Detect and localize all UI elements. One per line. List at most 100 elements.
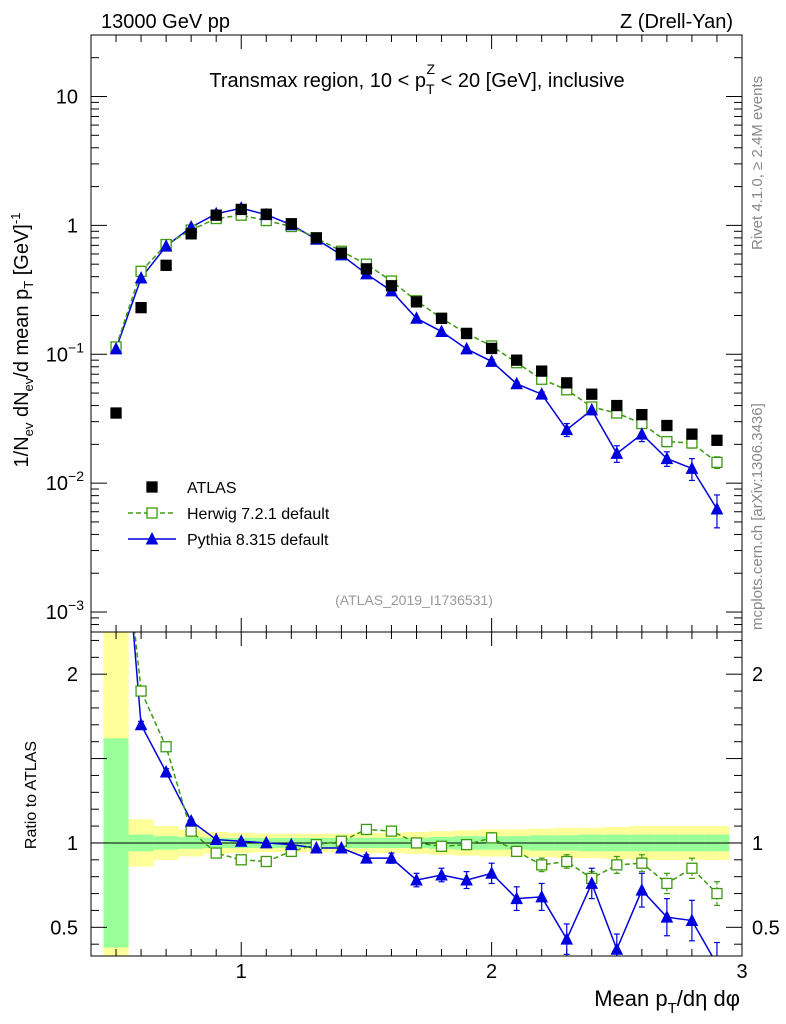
atlas-point [561,377,573,389]
legend-pythia-marker [145,531,159,545]
main-y-axis-label: 1/Nev dNev/d mean pT [GeV]-1 [8,213,36,468]
ratio-herwig-point [410,837,423,849]
atlas-point [586,388,598,400]
y-tick-label: 10−1 [46,339,84,366]
atlas-point [235,203,247,216]
atlas-point [285,218,297,230]
atlas-point [460,327,473,340]
herwig-point [711,456,723,469]
legend-label: Herwig 7.2.1 default [187,506,330,523]
atlas-point [360,263,373,275]
ratio-pythia-point [485,866,498,879]
ratio-tick-labels: 0.5 0.5 1 1 2 2 1 2 3 [50,664,780,983]
atlas-point [611,399,623,412]
y-tick-label: 10−3 [46,597,84,624]
ratio-pythia-point [335,840,348,854]
atlas-point [160,259,172,271]
energy-label: 13000 GeV pp [101,11,230,33]
ratio-pythia-point [310,840,323,854]
herwig-line [115,214,718,463]
ratio-herwig-point [210,847,222,859]
pythia-point [410,311,423,324]
ratio-pythia-point [360,851,373,864]
ratio-y-tick-label: 0.5 [50,917,78,939]
pythia-point [585,402,599,416]
legend-label: ATLAS [187,480,237,497]
ratio-pythia-point [159,765,173,778]
ratio-herwig-point [235,854,247,866]
pythia-point [535,387,549,400]
ratio-pythia-point [585,876,599,889]
pythia-point [610,446,624,459]
ratio-series-clipped [132,632,723,969]
ratio-pythia-point [660,910,674,923]
y-tick-base: 10 [46,344,68,366]
ratio-ticks [91,632,742,956]
legend: ATLAS Herwig 7.2.1 default Pythia 8.315 de… [128,480,330,549]
ratio-pythia-point [460,873,473,886]
pythia-point [635,427,649,440]
ratio-pythia-point [535,889,549,903]
atlas-point [636,409,648,421]
ratio-y-tick-label: 1 [67,833,78,855]
x-tick-label: 3 [736,961,747,983]
ratio-herwig-point [661,877,673,890]
pythia-point [460,341,473,355]
ratio-pythia-point [560,932,574,945]
ratio-pythia-point [711,958,722,969]
ratio-pythia-point [134,717,148,731]
ratio-y-tick-label-right: 0.5 [752,917,780,939]
pythia-point [660,451,674,465]
atlas-point [485,342,498,355]
atlas-point [185,228,197,240]
atlas-point [661,419,673,432]
atlas-point [310,232,322,244]
x-tick-label: 1 [236,961,247,983]
ratio-herwig-point [485,832,498,844]
ratio-pythia-point [510,891,523,905]
reference-label: (ATLAS_2019_I1736531) [335,592,493,608]
ratio-herwig-point [611,859,623,871]
ratio-pythia-point [685,913,699,927]
ratio-pythia-point [209,832,223,846]
pythia-point [159,239,173,252]
ratio-herwig-point [435,840,448,852]
ratio-series [132,632,723,969]
atlas-point [435,312,448,324]
mcplots-label: mcplots.cern.ch [arXiv:1306.3436] [749,403,766,630]
ratio-panel: Ratio to ATLAS 0.5 0.5 1 1 2 2 1 2 3 Mean pT/dη … [23,631,780,1017]
atlas-point [711,434,723,446]
ratio-pythia-point [435,867,448,881]
legend-label: Pythia 8.315 default [187,532,329,549]
ratio-pythia-point [635,883,649,896]
atlas-point [410,296,423,308]
ratio-herwig-point [385,825,398,837]
ratio-pythia-point [410,873,423,886]
ratio-herwig-point [636,857,648,869]
main-ticks [91,34,742,633]
ratio-herwig-point [135,685,147,697]
ratio-y-tick-label-right: 1 [752,833,763,855]
atlas-point [135,301,147,314]
y-tick-label: 1 [67,215,78,237]
ratio-y-tick-label: 2 [67,664,78,686]
ratio-bands [103,632,730,956]
ratio-y-tick-label-right: 2 [752,664,763,686]
atlas-point [686,428,698,440]
y-tick-base: 10 [46,602,68,624]
pythia-point [685,461,699,474]
ratio-herwig-point [686,862,698,874]
legend-herwig-marker [146,507,158,519]
x-axis-label: Mean pT/dη dφ [594,986,740,1017]
pythia-point [560,422,574,436]
ratio-herwig-point [185,825,197,837]
process-label: Z (Drell-Yan) [620,11,733,33]
atlas-point [536,365,548,377]
atlas-point [335,247,348,259]
ratio-frame [90,631,743,957]
pythia-line [115,207,718,510]
ratio-herwig-point [561,855,573,868]
ratio-pythia-point [234,834,248,847]
ratio-herwig-point [711,887,723,900]
